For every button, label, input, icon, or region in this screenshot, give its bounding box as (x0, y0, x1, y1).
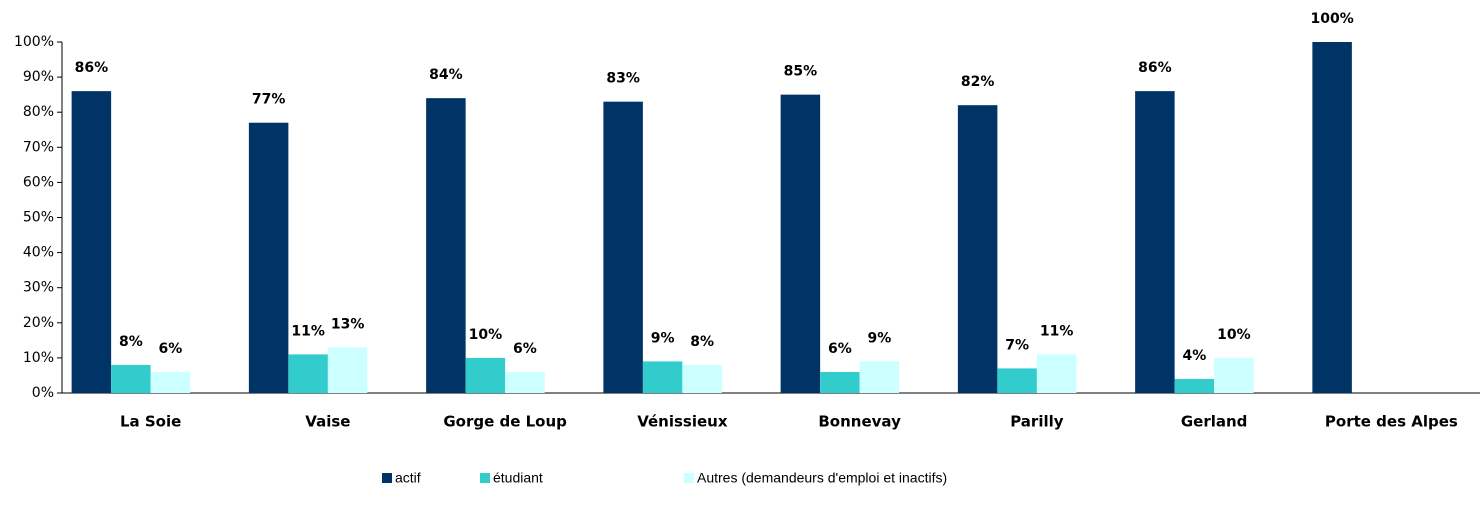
legend-swatch (480, 473, 490, 483)
bar (780, 94, 821, 394)
bar (603, 101, 643, 394)
bar (682, 364, 722, 393)
bar (1036, 354, 1077, 393)
y-tick-label: 100% (14, 34, 54, 50)
x-tick-label: Bonnevay (818, 413, 901, 431)
data-label: 86% (1138, 60, 1172, 76)
data-label: 100% (1310, 11, 1353, 27)
x-tick-label: Vénissieux (637, 413, 728, 431)
x-tick-label: La Soie (120, 413, 181, 431)
legend-swatch (382, 473, 392, 483)
data-label: 11% (291, 323, 325, 339)
bar (957, 105, 998, 394)
y-tick-label: 20% (23, 315, 54, 331)
bar (820, 371, 860, 393)
bar (1214, 357, 1254, 393)
data-label: 77% (252, 92, 286, 108)
bar (859, 361, 900, 393)
bar (1135, 91, 1175, 393)
bar (505, 371, 545, 393)
data-label: 83% (606, 71, 640, 87)
x-tick-label: Porte des Alpes (1325, 413, 1458, 431)
legend-label: actif (395, 470, 421, 486)
data-label: 11% (1040, 323, 1074, 339)
data-label: 13% (331, 316, 365, 332)
data-label: 8% (119, 334, 143, 350)
data-label: 6% (513, 341, 537, 357)
data-label: 10% (1217, 327, 1251, 343)
bar (71, 91, 112, 393)
bar (288, 354, 328, 393)
y-tick-label: 90% (23, 69, 54, 85)
bar (150, 371, 191, 393)
x-tick-label: Parilly (1010, 413, 1064, 431)
data-label: 86% (75, 60, 109, 76)
data-label: 9% (867, 330, 891, 346)
bar (426, 98, 466, 393)
data-label: 4% (1182, 348, 1206, 364)
y-tick-label: 80% (23, 104, 54, 120)
data-label: 6% (828, 341, 852, 357)
y-tick-label: 60% (23, 174, 54, 190)
bar (327, 347, 368, 393)
y-tick-label: 50% (23, 210, 54, 226)
legend-label: Autres (demandeurs d'emploi et inactifs) (697, 470, 947, 486)
y-tick-label: 30% (23, 280, 54, 296)
data-label: 7% (1005, 337, 1029, 353)
y-tick-label: 70% (23, 139, 54, 155)
bar (1312, 42, 1352, 393)
data-label: 10% (469, 327, 503, 343)
y-tick-label: 40% (23, 245, 54, 261)
data-label: 6% (158, 341, 182, 357)
x-tick-label: Vaise (305, 413, 350, 431)
bar (248, 122, 289, 393)
data-label: 84% (429, 67, 463, 83)
data-label: 85% (784, 64, 818, 80)
y-tick-label: 10% (23, 350, 54, 366)
y-tick-label: 0% (32, 385, 54, 401)
bar (111, 364, 151, 393)
bar (997, 368, 1037, 393)
bar (642, 361, 683, 393)
legend-swatch (684, 473, 694, 483)
bar (1174, 378, 1215, 393)
data-label: 9% (651, 330, 675, 346)
data-label: 82% (961, 74, 995, 90)
data-label: 8% (690, 334, 714, 350)
x-tick-label: Gorge de Loup (443, 413, 567, 431)
legend-label: étudiant (493, 470, 543, 486)
x-tick-label: Gerland (1181, 413, 1248, 431)
bar (465, 357, 506, 393)
